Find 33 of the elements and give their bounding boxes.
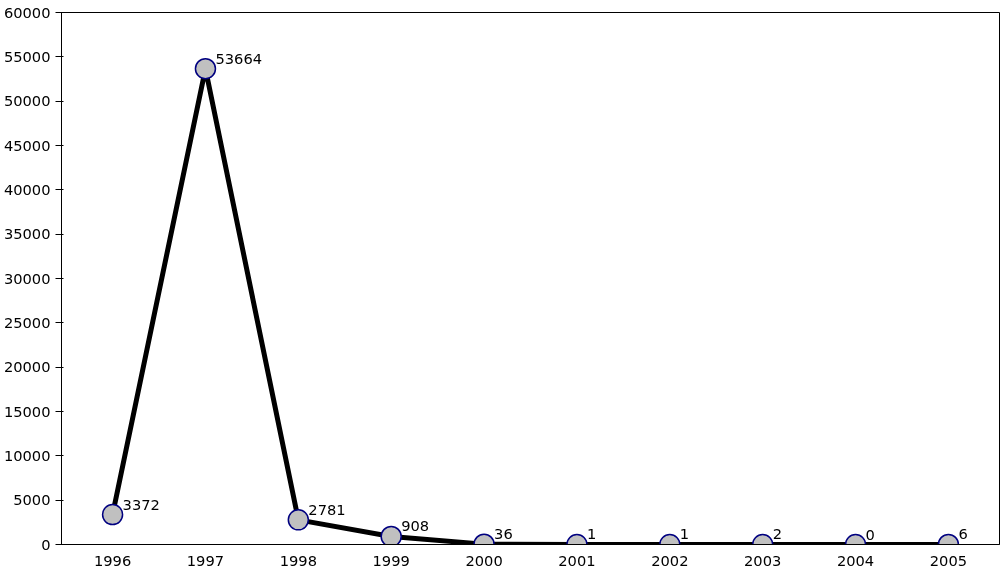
x-tick-label: 1998: [279, 551, 317, 569]
data-label: 2: [772, 525, 783, 543]
x-tick-label: 2002: [651, 551, 689, 569]
x-tick-label: 2004: [836, 551, 875, 569]
data-label: 908: [401, 517, 430, 535]
x-tick-label: 2000: [465, 551, 503, 569]
y-tick-label: 55000: [3, 47, 51, 65]
data-label: 1: [586, 525, 597, 543]
data-label: 0: [865, 525, 875, 543]
y-tick-label: 20000: [3, 358, 51, 376]
x-tick-label: 2003: [744, 551, 782, 569]
x-tick-label: 1997: [186, 551, 225, 569]
y-tick-label: 25000: [3, 313, 51, 331]
x-tick-label: 1999: [372, 551, 410, 569]
y-tick-label: 10000: [3, 446, 51, 464]
y-tick-label: 45000: [3, 136, 51, 154]
y-tick-label: 30000: [3, 269, 51, 287]
y-tick-label: 60000: [3, 3, 51, 21]
y-tick-label: 40000: [3, 180, 51, 198]
data-label: 53664: [215, 49, 263, 67]
data-label: 3372: [122, 495, 160, 513]
data-label: 6: [958, 525, 968, 543]
data-label: 1: [679, 525, 690, 543]
y-tick-label: 0: [41, 535, 51, 553]
y-tick-label: 15000: [3, 402, 51, 420]
y-tick-label: 35000: [3, 225, 51, 243]
data-label: 36: [494, 525, 513, 543]
data-label: 2781: [308, 500, 346, 518]
y-tick-label: 5000: [13, 491, 51, 509]
x-tick-label: 1996: [93, 551, 132, 569]
y-tick-label: 50000: [3, 92, 51, 110]
x-tick-label: 2005: [929, 551, 968, 569]
x-tick-label: 2001: [558, 551, 596, 569]
